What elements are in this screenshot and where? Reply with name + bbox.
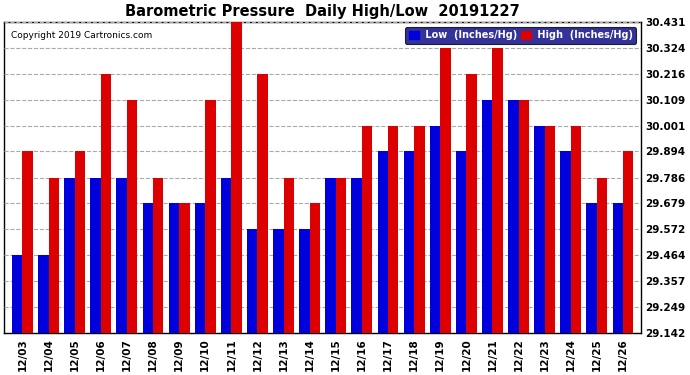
Bar: [351, 177, 362, 333]
Bar: [205, 99, 216, 333]
Bar: [388, 126, 398, 333]
Bar: [544, 126, 555, 333]
Bar: [101, 74, 111, 333]
Bar: [623, 152, 633, 333]
Bar: [221, 177, 231, 333]
Bar: [404, 152, 414, 333]
Bar: [571, 126, 581, 333]
Bar: [310, 203, 320, 333]
Bar: [143, 203, 153, 333]
Bar: [64, 177, 75, 333]
Bar: [597, 177, 607, 333]
Bar: [586, 203, 597, 333]
Bar: [231, 22, 241, 333]
Bar: [456, 152, 466, 333]
Bar: [75, 152, 85, 333]
Bar: [38, 255, 48, 333]
Bar: [508, 99, 519, 333]
Bar: [179, 203, 190, 333]
Bar: [326, 177, 336, 333]
Bar: [377, 152, 388, 333]
Bar: [153, 177, 164, 333]
Bar: [257, 74, 268, 333]
Bar: [336, 177, 346, 333]
Bar: [195, 203, 205, 333]
Bar: [12, 255, 23, 333]
Bar: [273, 229, 284, 333]
Bar: [466, 74, 477, 333]
Bar: [613, 203, 623, 333]
Bar: [90, 177, 101, 333]
Bar: [493, 48, 503, 333]
Bar: [23, 152, 33, 333]
Bar: [48, 177, 59, 333]
Bar: [127, 99, 137, 333]
Bar: [117, 177, 127, 333]
Bar: [414, 126, 424, 333]
Bar: [482, 99, 493, 333]
Title: Barometric Pressure  Daily High/Low  20191227: Barometric Pressure Daily High/Low 20191…: [126, 4, 520, 19]
Bar: [534, 126, 544, 333]
Bar: [440, 48, 451, 333]
Bar: [560, 152, 571, 333]
Bar: [430, 126, 440, 333]
Bar: [362, 126, 373, 333]
Text: Copyright 2019 Cartronics.com: Copyright 2019 Cartronics.com: [10, 31, 152, 40]
Bar: [168, 203, 179, 333]
Bar: [299, 229, 310, 333]
Bar: [519, 99, 529, 333]
Bar: [247, 229, 257, 333]
Bar: [284, 177, 294, 333]
Legend:  Low  (Inches/Hg),  High  (Inches/Hg): Low (Inches/Hg), High (Inches/Hg): [405, 27, 636, 44]
